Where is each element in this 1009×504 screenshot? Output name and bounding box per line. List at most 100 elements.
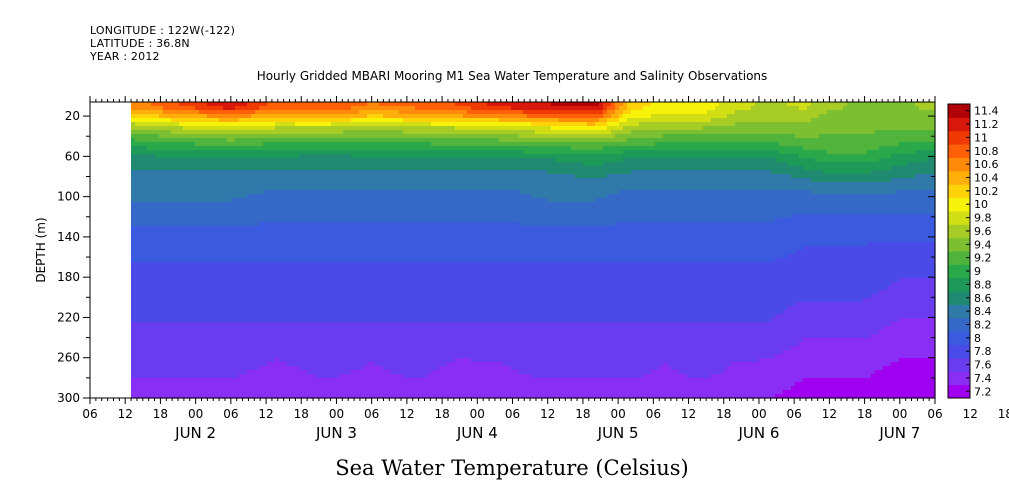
heatmap-cell: [355, 362, 360, 367]
heatmap-cell: [367, 150, 372, 155]
heatmap-cell: [175, 314, 180, 319]
heatmap-cell: [299, 238, 304, 243]
heatmap-cell: [391, 210, 396, 215]
heatmap-cell: [295, 210, 300, 215]
heatmap-cell: [135, 170, 140, 175]
heatmap-cell: [383, 306, 388, 311]
heatmap-cell: [355, 346, 360, 351]
heatmap-cell: [243, 274, 248, 279]
heatmap-cell: [379, 130, 384, 135]
heatmap-cell: [171, 214, 176, 219]
heatmap-cell: [343, 278, 348, 283]
heatmap-cell: [375, 338, 380, 343]
heatmap-cell: [327, 210, 332, 215]
heatmap-cell: [379, 286, 384, 291]
heatmap-cell: [219, 362, 224, 367]
heatmap-cell: [363, 390, 368, 395]
heatmap-cell: [219, 278, 224, 283]
heatmap-cell: [243, 250, 248, 255]
heatmap-cell: [199, 130, 204, 135]
heatmap-cell: [267, 190, 272, 195]
heatmap-cell: [179, 206, 184, 211]
heatmap-cell: [323, 238, 328, 243]
heatmap-cell: [275, 102, 280, 107]
heatmap-cell: [383, 190, 388, 195]
heatmap-cell: [311, 322, 316, 327]
heatmap-cell: [219, 342, 224, 347]
heatmap-cell: [279, 226, 284, 231]
heatmap-cell: [363, 342, 368, 347]
heatmap-cell: [159, 158, 164, 163]
heatmap-cell: [211, 238, 216, 243]
heatmap-cell: [239, 302, 244, 307]
heatmap-cell: [359, 166, 364, 171]
heatmap-cell: [143, 322, 148, 327]
chart-title: Hourly Gridded MBARI Mooring M1 Sea Wate…: [257, 69, 768, 83]
heatmap-cell: [359, 182, 364, 187]
heatmap-cell: [179, 122, 184, 127]
heatmap-cell: [339, 142, 344, 147]
heatmap-cell: [315, 114, 320, 119]
heatmap-cell: [291, 274, 296, 279]
heatmap-cell: [335, 294, 340, 299]
heatmap-cell: [131, 234, 136, 239]
heatmap-cell: [187, 138, 192, 143]
heatmap-cell: [139, 382, 144, 387]
heatmap-cell: [315, 254, 320, 259]
heatmap-cell: [207, 130, 212, 135]
heatmap-cell: [375, 318, 380, 323]
heatmap-cell: [331, 370, 336, 375]
heatmap-cell: [191, 274, 196, 279]
heatmap-cell: [327, 186, 332, 191]
heatmap-cell: [347, 182, 352, 187]
heatmap-cell: [331, 302, 336, 307]
heatmap-cell: [239, 290, 244, 295]
heatmap-cell: [187, 298, 192, 303]
heatmap-cell: [219, 302, 224, 307]
heatmap-cell: [267, 250, 272, 255]
heatmap-cell: [323, 206, 328, 211]
heatmap-cell: [143, 230, 148, 235]
heatmap-cell: [227, 294, 232, 299]
heatmap-cell: [227, 250, 232, 255]
heatmap-cell: [287, 242, 292, 247]
heatmap-cell: [159, 310, 164, 315]
heatmap-cell: [143, 386, 148, 391]
heatmap-cell: [323, 130, 328, 135]
heatmap-cell: [211, 286, 216, 291]
heatmap-cell: [263, 222, 268, 227]
heatmap-cell: [259, 334, 264, 339]
heatmap-cell: [339, 106, 344, 111]
heatmap-cell: [227, 346, 232, 351]
heatmap-cell: [183, 258, 188, 263]
heatmap-cell: [255, 174, 260, 179]
heatmap-cell: [243, 186, 248, 191]
heatmap-cell: [231, 322, 236, 327]
heatmap-cell: [235, 322, 240, 327]
heatmap-cell: [323, 210, 328, 215]
heatmap-cell: [375, 206, 380, 211]
heatmap-cell: [147, 234, 152, 239]
heatmap-cell: [319, 350, 324, 355]
heatmap-cell: [131, 318, 136, 323]
heatmap-cell: [263, 274, 268, 279]
heatmap-cell: [175, 146, 180, 151]
heatmap-cell: [351, 202, 356, 207]
heatmap-cell: [235, 142, 240, 147]
heatmap-cell: [303, 118, 308, 123]
heatmap-cell: [159, 102, 164, 107]
heatmap-cell: [139, 350, 144, 355]
heatmap-cell: [175, 118, 180, 123]
heatmap-cell: [383, 154, 388, 159]
heatmap-cell: [231, 362, 236, 367]
heatmap-cell: [135, 350, 140, 355]
heatmap-cell: [391, 150, 396, 155]
heatmap-cell: [323, 390, 328, 395]
heatmap-cell: [287, 146, 292, 151]
heatmap-cell: [159, 218, 164, 223]
heatmap-cell: [203, 254, 208, 259]
heatmap-cell: [279, 186, 284, 191]
heatmap-cell: [219, 158, 224, 163]
heatmap-cell: [243, 222, 248, 227]
heatmap-cell: [135, 154, 140, 159]
